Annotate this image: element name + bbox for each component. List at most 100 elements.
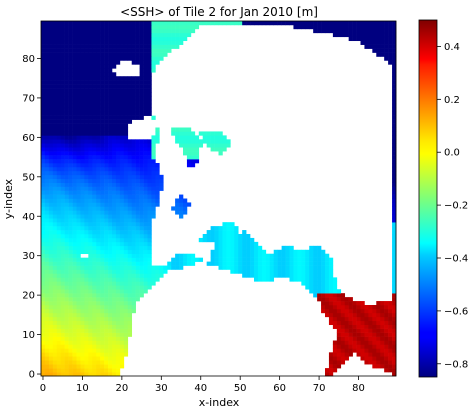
heatmap-cell (72, 281, 77, 286)
heatmap-cell (171, 44, 176, 49)
heatmap-cell (123, 312, 129, 318)
heatmap-cell (317, 265, 322, 270)
heatmap-cell (100, 123, 105, 128)
heatmap-cell (72, 48, 77, 53)
heatmap-cell (151, 139, 156, 144)
heatmap-cell (52, 237, 58, 243)
heatmap-cell (273, 249, 278, 255)
heatmap-cell (52, 352, 58, 357)
heatmap-cell (64, 123, 69, 128)
heatmap-cell (48, 111, 54, 116)
heatmap-cell (285, 269, 290, 274)
heatmap-cell (72, 293, 77, 298)
heatmap-cell (372, 364, 377, 369)
heatmap-cell (96, 348, 101, 353)
heatmap-cell (171, 131, 176, 136)
heatmap-cell (48, 257, 54, 262)
heatmap-cell (56, 340, 62, 345)
heatmap-cell (344, 336, 349, 341)
heatmap-cell (119, 332, 125, 337)
heatmap-cell (48, 206, 54, 211)
heatmap-cell (127, 253, 133, 258)
heatmap-cell (76, 40, 81, 45)
heatmap-cell (60, 135, 65, 140)
heatmap-cell (80, 218, 85, 223)
heatmap-cell (76, 174, 81, 180)
heatmap-cell (112, 131, 117, 136)
heatmap-cell (56, 210, 62, 215)
heatmap-cell (56, 308, 62, 314)
heatmap-cell (372, 320, 377, 326)
heatmap-cell (234, 237, 239, 243)
heatmap-cell (52, 190, 58, 195)
heatmap-cell (392, 76, 397, 81)
heatmap-cell (384, 368, 389, 373)
heatmap-cell (52, 36, 58, 42)
heatmap-cell (76, 356, 81, 361)
heatmap-cell (143, 253, 148, 258)
heatmap-cell (56, 277, 62, 282)
heatmap-cell (155, 36, 160, 42)
heatmap-cell (88, 261, 93, 266)
heatmap-cell (186, 155, 192, 160)
heatmap-cell (238, 257, 243, 262)
heatmap-cell (206, 230, 211, 235)
heatmap-cell (139, 111, 144, 116)
heatmap-cell (147, 147, 152, 152)
heatmap-cell (183, 135, 188, 140)
heatmap-cell (372, 316, 377, 322)
heatmap-cell (92, 135, 97, 140)
heatmap-cell (119, 143, 125, 148)
heatmap-cell (218, 135, 223, 140)
heatmap-cell (72, 368, 77, 373)
heatmap-cell (147, 88, 152, 93)
heatmap-cell (392, 80, 397, 85)
heatmap-cell (41, 305, 46, 310)
heatmap-cell (84, 312, 89, 318)
heatmap-cell (72, 174, 77, 180)
heatmap-cell (119, 301, 125, 306)
heatmap-cell (234, 241, 239, 247)
heatmap-cell (92, 305, 97, 310)
heatmap-cell (147, 64, 152, 69)
heatmap-cell (356, 316, 361, 322)
heatmap-cell (52, 155, 58, 160)
heatmap-cell (96, 234, 101, 239)
heatmap-cell (265, 261, 271, 266)
heatmap-cell (131, 139, 136, 144)
heatmap-cell (123, 289, 129, 294)
heatmap-cell (376, 48, 381, 53)
heatmap-cell (80, 194, 85, 199)
y-tick-label: 30 (22, 251, 35, 262)
heatmap-cell (41, 328, 46, 333)
heatmap-cell (92, 48, 97, 53)
heatmap-cell (68, 253, 73, 258)
heatmap-cell (139, 155, 144, 160)
heatmap-cell (119, 226, 125, 231)
heatmap-cell (68, 151, 73, 156)
heatmap-cell (100, 107, 105, 113)
heatmap-cell (336, 28, 342, 34)
heatmap-cell (131, 174, 136, 180)
heatmap-cell (44, 170, 50, 176)
heatmap-cell (119, 80, 125, 85)
heatmap-cell (183, 127, 188, 132)
heatmap-cell (336, 293, 342, 298)
heatmap-cell (175, 24, 180, 30)
heatmap-cell (72, 194, 77, 199)
heatmap-cell (336, 348, 342, 353)
heatmap-cell (76, 222, 81, 227)
heatmap-cell (135, 214, 140, 219)
heatmap-cell (64, 111, 69, 116)
heatmap-cell (155, 24, 160, 30)
heatmap-cell (96, 241, 101, 247)
heatmap-cell (44, 174, 50, 180)
heatmap-cell (100, 368, 105, 373)
heatmap-cell (206, 131, 211, 136)
heatmap-cell (321, 281, 326, 286)
heatmap-cell (392, 48, 397, 53)
heatmap-cell (80, 135, 85, 140)
heatmap-cell (147, 285, 152, 290)
heatmap-cell (159, 44, 164, 49)
heatmap-cell (163, 40, 168, 45)
